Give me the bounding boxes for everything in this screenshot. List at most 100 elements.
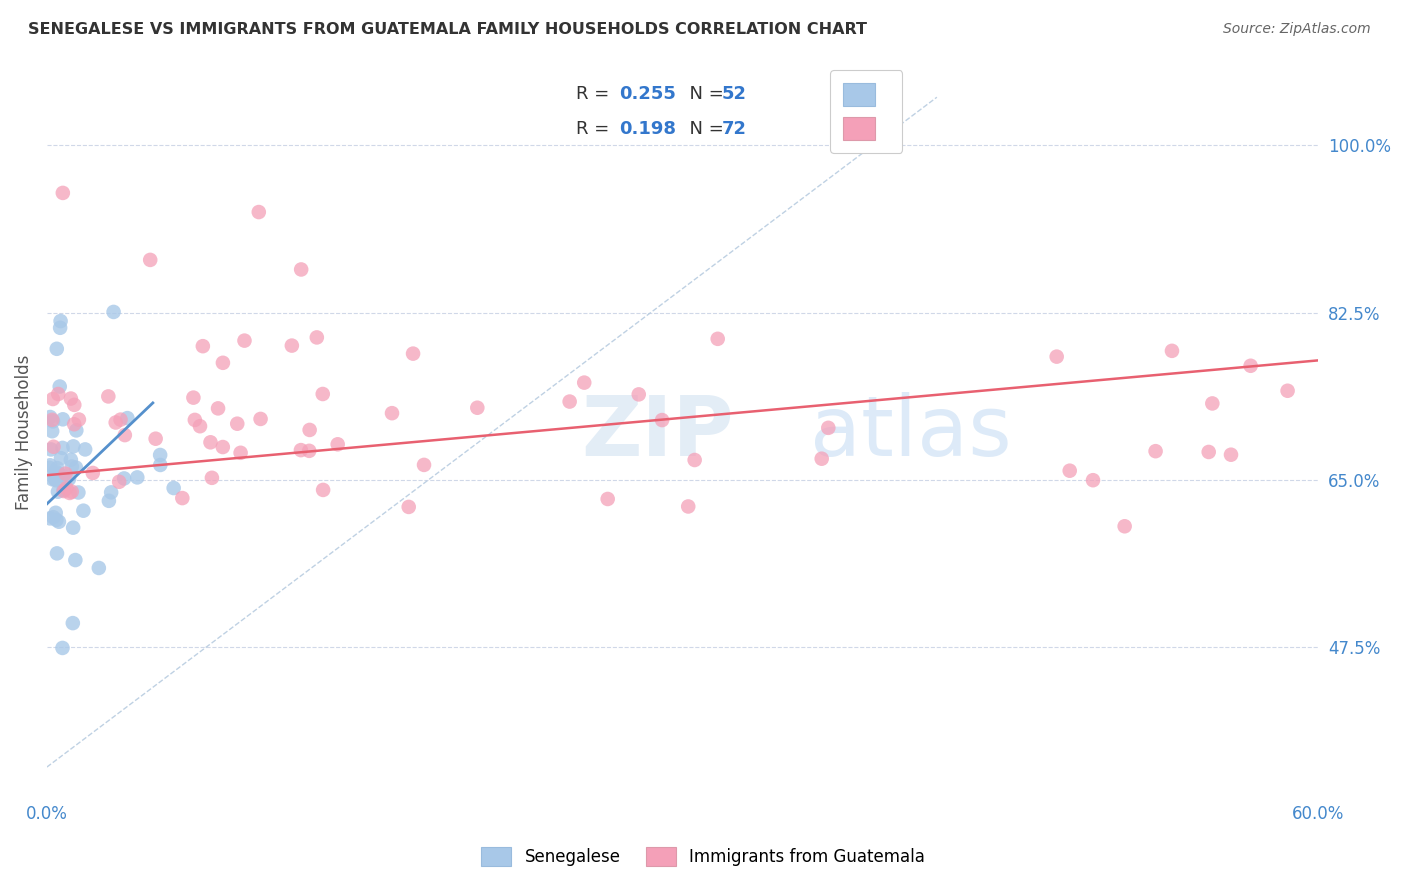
Point xyxy=(596,491,619,506)
Point xyxy=(46,387,69,401)
Point xyxy=(558,394,581,409)
Point xyxy=(290,443,312,458)
Text: 0.255: 0.255 xyxy=(619,85,675,103)
Point xyxy=(45,513,67,527)
Point xyxy=(191,339,214,353)
Point xyxy=(1081,473,1104,487)
Point xyxy=(45,506,67,520)
Point xyxy=(59,392,82,406)
Point xyxy=(381,406,404,420)
Point xyxy=(312,483,335,497)
Point xyxy=(110,412,132,426)
Point xyxy=(1277,384,1299,398)
Point xyxy=(58,472,80,486)
Point xyxy=(810,451,832,466)
Point xyxy=(39,458,62,473)
Point xyxy=(63,398,86,412)
Point xyxy=(42,510,65,524)
Point xyxy=(163,481,186,495)
Point xyxy=(651,413,673,427)
Point xyxy=(1161,343,1184,358)
Point xyxy=(200,435,222,450)
Point xyxy=(52,469,75,483)
Point xyxy=(48,515,70,529)
Point xyxy=(51,441,73,455)
Point xyxy=(627,387,650,401)
Text: 52: 52 xyxy=(721,85,747,103)
Point xyxy=(249,412,271,426)
Point xyxy=(72,504,94,518)
Point xyxy=(52,186,75,200)
Point xyxy=(145,432,167,446)
Point xyxy=(127,470,149,484)
Point xyxy=(298,423,321,437)
Point xyxy=(39,442,62,457)
Point xyxy=(51,640,73,655)
Point xyxy=(46,546,69,560)
Point xyxy=(75,442,97,457)
Point xyxy=(211,440,233,454)
Point xyxy=(67,412,90,426)
Point xyxy=(139,252,162,267)
Point xyxy=(42,392,65,406)
Point xyxy=(103,305,125,319)
Point xyxy=(49,451,72,466)
Point xyxy=(1114,519,1136,533)
Point xyxy=(46,484,69,499)
Point xyxy=(41,472,63,486)
Point xyxy=(63,417,86,432)
Point xyxy=(112,471,135,485)
Point xyxy=(55,481,77,495)
Text: 72: 72 xyxy=(721,120,747,138)
Point xyxy=(45,342,67,356)
Point xyxy=(574,376,596,390)
Text: R =: R = xyxy=(576,85,616,103)
Text: atlas: atlas xyxy=(810,392,1011,473)
Point xyxy=(207,401,229,416)
Point xyxy=(62,616,84,631)
Point xyxy=(114,428,136,442)
Point xyxy=(1220,448,1243,462)
Point xyxy=(49,320,72,334)
Point xyxy=(229,446,252,460)
Point xyxy=(59,452,82,467)
Text: R =: R = xyxy=(576,120,616,138)
Legend: Senegalese, Immigrants from Guatemala: Senegalese, Immigrants from Guatemala xyxy=(472,838,934,875)
Point xyxy=(60,484,83,499)
Text: ZIP: ZIP xyxy=(581,392,734,473)
Y-axis label: Family Households: Family Households xyxy=(15,354,32,510)
Point xyxy=(65,460,87,475)
Point xyxy=(683,453,706,467)
Point xyxy=(38,460,60,475)
Text: N =: N = xyxy=(678,85,730,103)
Point xyxy=(46,461,69,475)
Point xyxy=(108,475,131,489)
Point xyxy=(67,485,90,500)
Point xyxy=(39,511,62,525)
Point xyxy=(39,410,62,425)
Point xyxy=(184,413,207,427)
Point xyxy=(817,421,839,435)
Point xyxy=(212,356,235,370)
Point xyxy=(60,459,83,474)
Point xyxy=(305,330,328,344)
Point xyxy=(188,419,211,434)
Point xyxy=(706,332,728,346)
Point xyxy=(97,389,120,403)
Point xyxy=(44,472,66,486)
Point xyxy=(149,458,172,472)
Point xyxy=(62,439,84,453)
Point xyxy=(1144,444,1167,458)
Point xyxy=(1239,359,1261,373)
Point xyxy=(42,440,65,454)
Point xyxy=(45,473,67,487)
Point xyxy=(465,401,488,415)
Point xyxy=(49,314,72,328)
Point xyxy=(52,483,75,497)
Point xyxy=(52,483,75,498)
Text: N =: N = xyxy=(678,120,730,138)
Point xyxy=(65,553,87,567)
Text: Source: ZipAtlas.com: Source: ZipAtlas.com xyxy=(1223,22,1371,37)
Point xyxy=(402,346,425,360)
Point xyxy=(247,205,270,219)
